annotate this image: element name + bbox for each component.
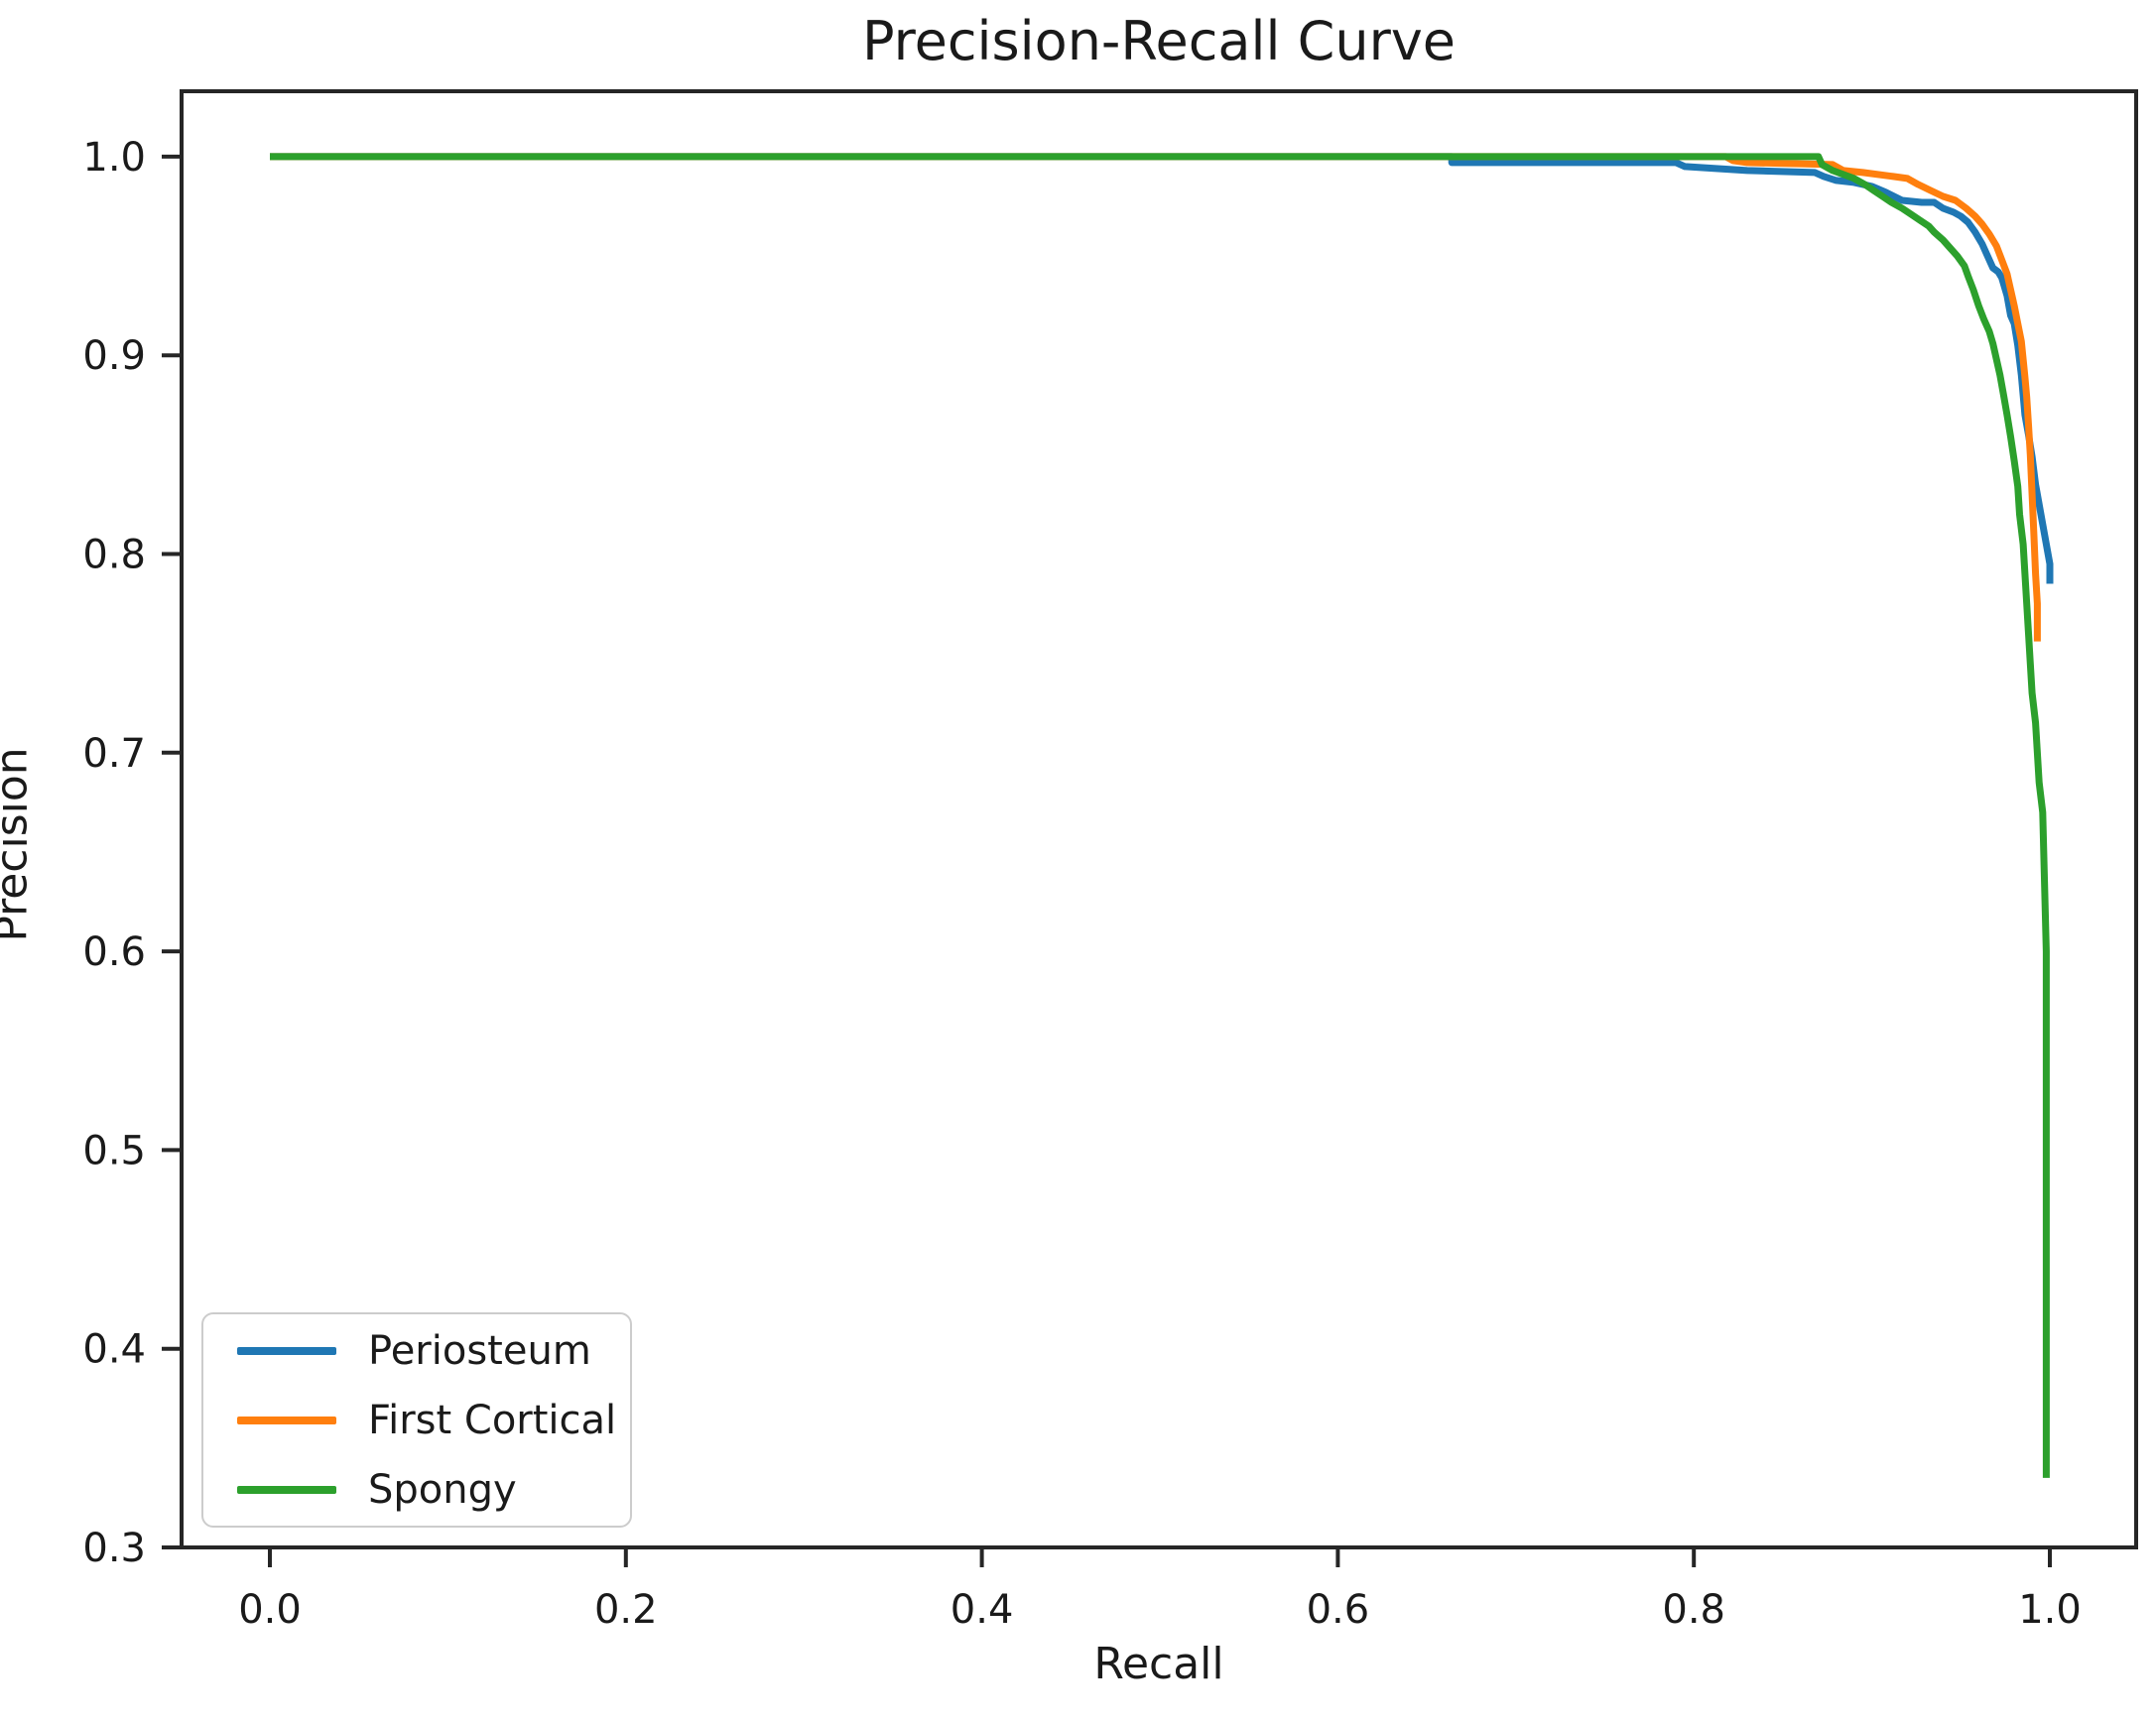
chart-title: Precision-Recall Curve — [861, 10, 1456, 72]
legend-box: Periosteum First Cortical Spongy — [201, 1312, 632, 1528]
legend-label-first-cortical: First Cortical — [368, 1397, 617, 1443]
first-cortical-line-swatch — [237, 1416, 336, 1424]
x-tick-label: 0.6 — [1307, 1587, 1370, 1633]
x-tick-label: 0.0 — [238, 1587, 302, 1633]
series-line-first-cortical — [270, 153, 2041, 642]
series-line-periosteum — [270, 153, 2054, 584]
legend-item-periosteum: Periosteum — [223, 1328, 610, 1374]
x-axis-label: Recall — [1093, 1639, 1224, 1689]
x-tick-label: 0.8 — [1662, 1587, 1725, 1633]
y-tick-label: 0.4 — [82, 1327, 146, 1373]
axes-frame — [180, 89, 2138, 1549]
y-tick-label: 1.0 — [82, 135, 146, 181]
y-tick-label: 0.8 — [82, 533, 146, 578]
y-tick-label: 0.6 — [82, 929, 146, 975]
y-tick-label: 0.5 — [82, 1128, 146, 1173]
y-tick-label: 0.3 — [82, 1526, 146, 1571]
y-axis-label: Precision — [0, 747, 38, 942]
series-line-spongy — [270, 153, 2050, 1478]
legend-label-spongy: Spongy — [368, 1466, 517, 1513]
legend-label-periosteum: Periosteum — [368, 1327, 591, 1374]
x-tick-label: 0.2 — [594, 1587, 658, 1633]
x-tick-label: 1.0 — [2018, 1587, 2082, 1633]
y-tick-label: 0.9 — [82, 333, 146, 379]
spongy-line-swatch — [237, 1485, 336, 1494]
legend-item-first-cortical: First Cortical — [223, 1398, 616, 1443]
periosteum-line-swatch — [237, 1346, 336, 1355]
x-tick-label: 0.4 — [951, 1587, 1014, 1633]
y-tick-label: 0.7 — [82, 731, 146, 777]
legend-item-spongy: Spongy — [223, 1467, 610, 1513]
